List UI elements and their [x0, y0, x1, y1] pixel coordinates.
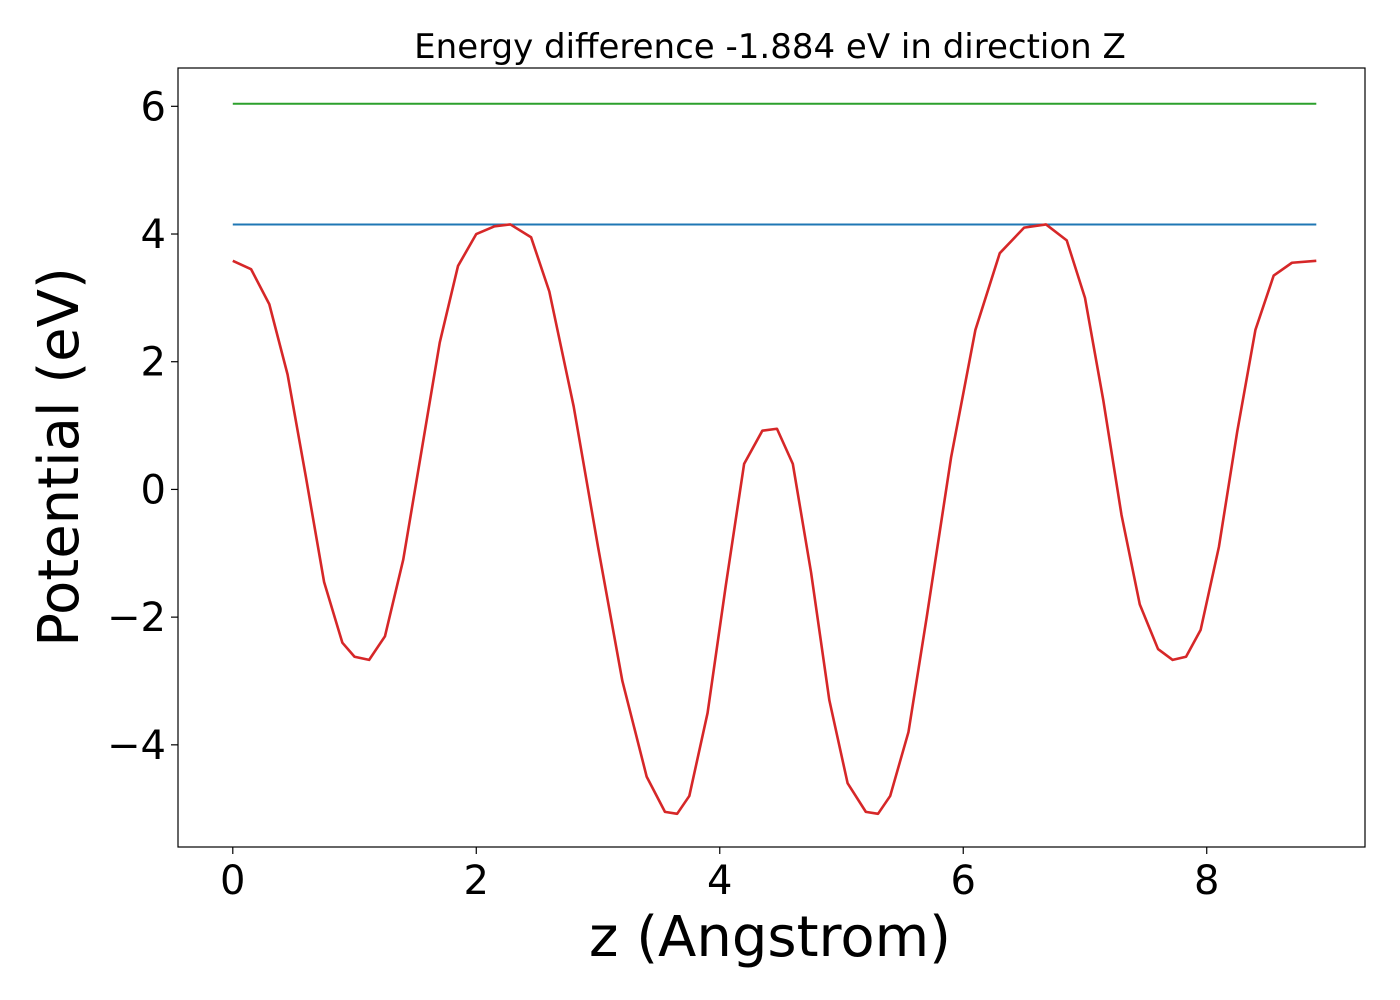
- x-tick-label: 4: [707, 858, 732, 904]
- x-tick-label: 6: [951, 858, 976, 904]
- y-axis: −4 −2 0 2 4 6: [107, 84, 178, 769]
- x-tick-label: 0: [220, 858, 245, 904]
- chart-title: Energy difference -1.884 eV in direction…: [414, 27, 1126, 67]
- x-tick-label: 2: [464, 858, 489, 904]
- series-layer: [232, 102, 1317, 816]
- plot-area-frame: [177, 67, 1366, 848]
- y-tick-label: 4: [141, 212, 166, 258]
- x-axis-label: z (Angstrom): [589, 905, 951, 970]
- y-tick-label: 2: [141, 340, 166, 386]
- y-tick-label: 6: [141, 84, 166, 130]
- y-tick-label: 0: [141, 467, 166, 513]
- x-axis: 0 2 4 6 8: [220, 847, 1219, 904]
- x-tick-label: 8: [1194, 858, 1219, 904]
- series-line-3: [232, 223, 1317, 816]
- y-tick-label: −4: [107, 723, 166, 769]
- y-tick-label: −2: [107, 595, 166, 641]
- y-axis-label: Potential (eV): [27, 267, 92, 647]
